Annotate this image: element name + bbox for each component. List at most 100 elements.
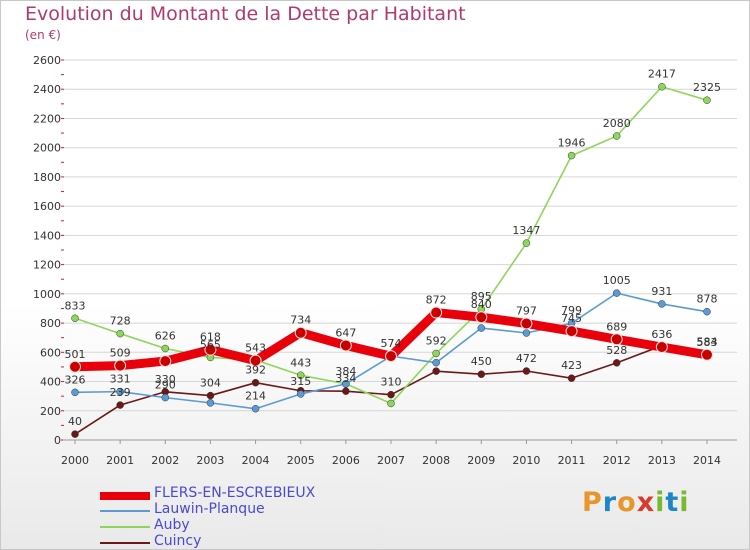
data-point: [385, 350, 397, 363]
data-point: [206, 399, 215, 407]
x-tick-label: 2005: [287, 454, 315, 467]
data-point: [116, 387, 124, 396]
legend-label: Lauwin-Planque: [154, 501, 265, 517]
data-label: 734: [290, 314, 311, 327]
y-tick-label: 800: [40, 317, 61, 330]
legend-swatch: [100, 492, 150, 500]
data-point: [612, 289, 621, 297]
chart-title: Evolution du Montant de la Dette par Hab…: [25, 3, 466, 25]
data-point: [339, 339, 352, 352]
data-point: [387, 390, 395, 399]
data-label: 304: [200, 377, 221, 390]
x-tick-label: 2002: [151, 454, 179, 467]
data-label: 728: [110, 315, 131, 328]
data-label: 214: [245, 390, 266, 403]
x-tick-label: 2000: [61, 454, 89, 467]
y-tick-label: 2400: [33, 83, 61, 96]
data-point: [703, 307, 711, 316]
data-point: [430, 306, 443, 319]
data-label: 310: [381, 376, 402, 389]
data-point: [475, 311, 488, 324]
data-point: [655, 341, 668, 354]
x-tick-label: 2007: [377, 454, 405, 467]
data-point: [432, 358, 440, 367]
data-label: 872: [426, 294, 447, 307]
y-tick-label: 2000: [33, 142, 61, 155]
data-label: 472: [516, 352, 537, 365]
data-label: 330: [155, 373, 176, 386]
data-label: 565: [200, 338, 221, 351]
data-label: 895: [471, 290, 492, 303]
data-label: 40: [68, 415, 82, 428]
y-tick-label: 400: [40, 376, 61, 389]
x-tick-label: 2008: [422, 454, 450, 467]
data-point: [612, 132, 621, 140]
x-tick-label: 2010: [512, 454, 540, 467]
x-tick-label: 2011: [558, 454, 586, 467]
data-label: 636: [651, 328, 672, 341]
data-label: 501: [65, 348, 86, 361]
data-point: [610, 333, 623, 346]
data-label: 543: [245, 342, 266, 355]
x-tick-label: 2001: [106, 454, 134, 467]
data-label: 528: [606, 344, 627, 357]
data-label: 1005: [603, 274, 631, 287]
data-point: [204, 343, 217, 356]
data-label: 574: [381, 337, 402, 350]
data-label: 1946: [558, 137, 586, 150]
legend: FLERS-EN-ESCREBIEUX Lauwin-Planque Auby Cui…: [100, 485, 360, 550]
data-point: [71, 314, 79, 323]
data-point: [477, 324, 486, 332]
x-tick-label: 2003: [196, 454, 224, 467]
y-tick-label: 2600: [33, 54, 61, 67]
y-tick-label: 1200: [33, 259, 61, 272]
data-point: [114, 359, 127, 372]
x-tick-label: 2004: [242, 454, 270, 467]
data-point: [69, 360, 81, 373]
data-point: [71, 388, 79, 397]
data-label: 443: [290, 356, 311, 369]
data-label: 592: [426, 334, 447, 347]
data-point: [520, 317, 533, 330]
data-point: [296, 371, 305, 380]
data-point: [658, 82, 666, 91]
legend-item: FLERS-EN-ESCREBIEUX: [100, 485, 360, 502]
data-label: 618: [200, 331, 221, 344]
data-point: [161, 393, 170, 402]
data-point: [522, 329, 531, 337]
data-point: [294, 326, 307, 339]
data-label: 1347: [512, 224, 540, 237]
data-point: [116, 329, 124, 338]
data-point: [567, 151, 576, 160]
data-point: [565, 325, 578, 338]
data-label: 334: [335, 372, 356, 385]
data-point: [342, 387, 350, 395]
data-point: [159, 355, 172, 368]
data-label: 326: [65, 373, 86, 386]
data-label: 2325: [693, 81, 721, 94]
data-point: [432, 367, 440, 375]
data-label: 626: [155, 330, 176, 343]
data-point: [522, 239, 531, 247]
data-point: [71, 430, 79, 438]
legend-label: Cuincy: [154, 533, 202, 549]
data-label: 797: [516, 305, 537, 318]
legend-swatch: [100, 542, 150, 544]
x-tick-label: 2014: [693, 454, 721, 467]
data-label: 878: [697, 293, 718, 306]
data-label: 331: [110, 373, 131, 386]
y-tick-label: 1800: [33, 171, 61, 184]
legend-label: FLERS-EN-ESCREBIEUX: [154, 485, 316, 501]
data-point: [116, 401, 124, 409]
data-label: 2417: [648, 68, 676, 81]
x-tick-label: 2013: [648, 454, 676, 467]
data-point: [522, 367, 531, 375]
data-label: 392: [245, 364, 266, 377]
data-point: [658, 300, 666, 308]
legend-label: Auby: [154, 517, 190, 533]
data-label: 239: [110, 386, 131, 399]
data-point: [251, 404, 260, 413]
data-label: 290: [155, 379, 176, 392]
